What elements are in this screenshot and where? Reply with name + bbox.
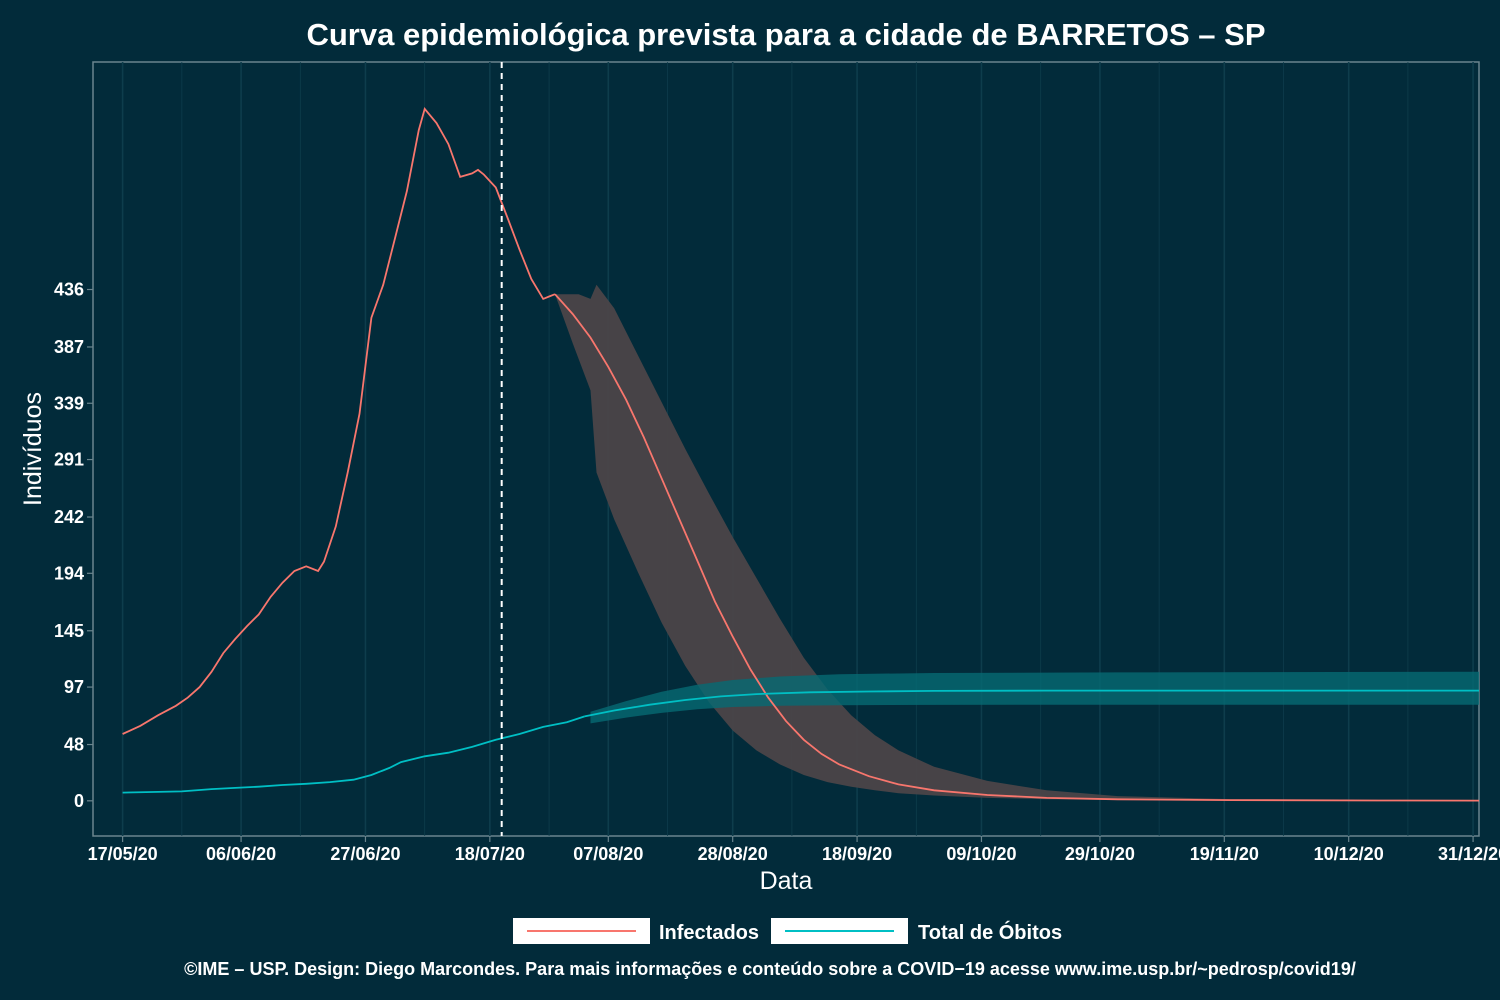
series-lines xyxy=(122,107,1480,802)
series-line-forecast xyxy=(554,293,1480,802)
series-line-forecast xyxy=(584,689,1479,718)
x-tick-label: 18/07/20 xyxy=(455,844,525,864)
x-tick-label: 29/10/20 xyxy=(1065,844,1135,864)
x-tick-label: 18/09/20 xyxy=(822,844,892,864)
y-tick-label: 291 xyxy=(54,450,84,470)
y-tick-label: 387 xyxy=(54,337,84,357)
series-line-observed xyxy=(122,715,585,794)
y-tick-label: 48 xyxy=(64,735,84,755)
confidence-band xyxy=(555,284,1479,801)
legend: Infectados Total de Óbitos xyxy=(513,918,1062,944)
x-tick-label: 31/12/20 xyxy=(1438,844,1500,864)
x-tick-label: 17/05/20 xyxy=(88,844,158,864)
x-axis-title: Data xyxy=(760,867,813,895)
x-tick-label: 09/10/20 xyxy=(946,844,1016,864)
y-tick-label: 194 xyxy=(54,563,84,583)
legend-label-infectados: Infectados xyxy=(659,922,759,944)
x-tick-label: 19/11/20 xyxy=(1190,844,1259,864)
confidence-bands xyxy=(555,284,1479,801)
y-tick-label: 145 xyxy=(54,621,84,641)
y-tick-label: 242 xyxy=(54,507,84,527)
chart-title: Curva epidemiológica prevista para a cid… xyxy=(306,17,1265,52)
x-axis: 17/05/20 06/06/20 27/06/20 18/07/20 07/08/20… xyxy=(88,836,1500,864)
legend-label-obitos: Total de Óbitos xyxy=(918,920,1062,944)
x-tick-label: 10/12/20 xyxy=(1314,844,1384,864)
plot-panel xyxy=(92,61,1480,837)
x-tick-label: 06/06/20 xyxy=(206,844,276,864)
x-tick-label: 27/06/20 xyxy=(330,844,400,864)
y-axis-title: Indivíduos xyxy=(19,392,47,506)
y-axis: 0 48 97 145 194 242 291 339 387 436 xyxy=(54,280,93,811)
confidence-band xyxy=(590,671,1479,724)
x-tick-label: 28/08/20 xyxy=(698,844,768,864)
y-tick-label: 97 xyxy=(64,677,84,697)
series-line-observed xyxy=(122,107,556,735)
caption: ©IME – USP. Design: Diego Marcondes. Par… xyxy=(184,959,1356,979)
y-tick-label: 436 xyxy=(54,280,84,300)
y-tick-label: 339 xyxy=(54,393,84,413)
y-tick-label: 0 xyxy=(74,791,84,811)
x-tick-label: 07/08/20 xyxy=(573,844,643,864)
